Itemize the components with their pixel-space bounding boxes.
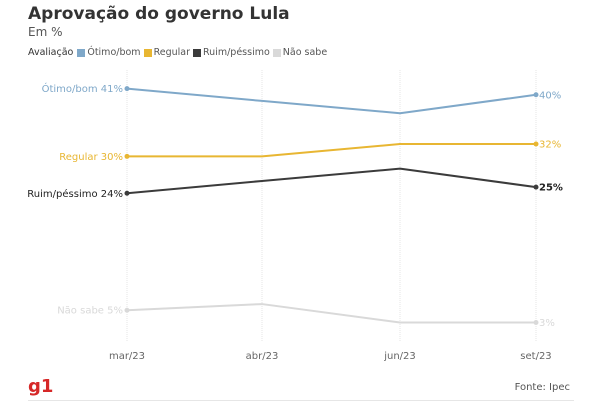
series-line-regular xyxy=(127,143,536,158)
point-otimo-bom-mar-23 xyxy=(124,86,130,92)
start-label-nao-sabe: Não sabe 5% xyxy=(57,306,123,317)
series-line-nao-sabe xyxy=(126,303,536,324)
legend-item-nao-sabe: Não sabe xyxy=(272,47,328,58)
x-tick-label-jun-23: jun/23 xyxy=(383,351,416,362)
legend-label-nao-sabe: Não sabe xyxy=(282,47,328,58)
point-regular-set-23 xyxy=(533,141,539,147)
legend-swatch-otimo-bom xyxy=(77,48,86,57)
end-label-nao-sabe: 3% xyxy=(539,318,555,329)
chart-legend: Avaliação Ótimo/bom Regular Ruim/péssimo… xyxy=(28,47,330,58)
legend-item-ruim-pessimo: Ruim/péssimo xyxy=(193,47,270,58)
end-label-ruim-pessimo: 25% xyxy=(539,183,563,194)
point-ruim-pessimo-set-23 xyxy=(533,184,539,190)
chart-title: Aprovação do governo Lula xyxy=(28,4,290,24)
legend-label-ruim-pessimo: Ruim/péssimo xyxy=(203,47,270,58)
point-regular-mar-23 xyxy=(124,153,130,159)
start-label-regular: Regular 30% xyxy=(59,152,123,163)
legend-item-otimo-bom: Ótimo/bom xyxy=(77,47,141,58)
point-ruim-pessimo-mar-23 xyxy=(124,190,130,196)
series-line-otimo-bom xyxy=(126,87,537,115)
x-tick-label-abr-23: abr/23 xyxy=(246,351,279,362)
legend-item-regular: Regular xyxy=(143,47,190,58)
point-nao-sabe-set-23 xyxy=(533,320,539,326)
start-label-ruim-pessimo: Ruim/péssimo 24% xyxy=(27,188,123,200)
chart-subtitle: Em % xyxy=(28,25,63,39)
x-tick-label-mar-23: mar/23 xyxy=(109,351,145,362)
legend-swatch-ruim-pessimo xyxy=(193,48,201,57)
series-line-ruim-pessimo xyxy=(126,167,537,195)
legend-swatch-regular xyxy=(143,48,152,57)
legend-swatch-nao-sabe xyxy=(272,48,281,57)
point-nao-sabe-mar-23 xyxy=(124,307,130,313)
start-label-otimo-bom: Ótimo/bom 41% xyxy=(42,82,123,95)
legend-title: Avaliação xyxy=(28,47,74,58)
end-label-otimo-bom: 40% xyxy=(539,90,561,101)
x-tick-label-set-23: set/23 xyxy=(520,351,551,362)
source-note: Fonte: Ipec xyxy=(514,382,570,393)
g1-logo: g1 xyxy=(28,376,54,397)
footer-divider xyxy=(28,400,574,401)
legend-label-regular: Regular xyxy=(153,47,190,58)
end-label-regular: 32% xyxy=(539,140,561,151)
legend-label-otimo-bom: Ótimo/bom xyxy=(87,47,141,58)
point-otimo-bom-set-23 xyxy=(533,92,539,98)
